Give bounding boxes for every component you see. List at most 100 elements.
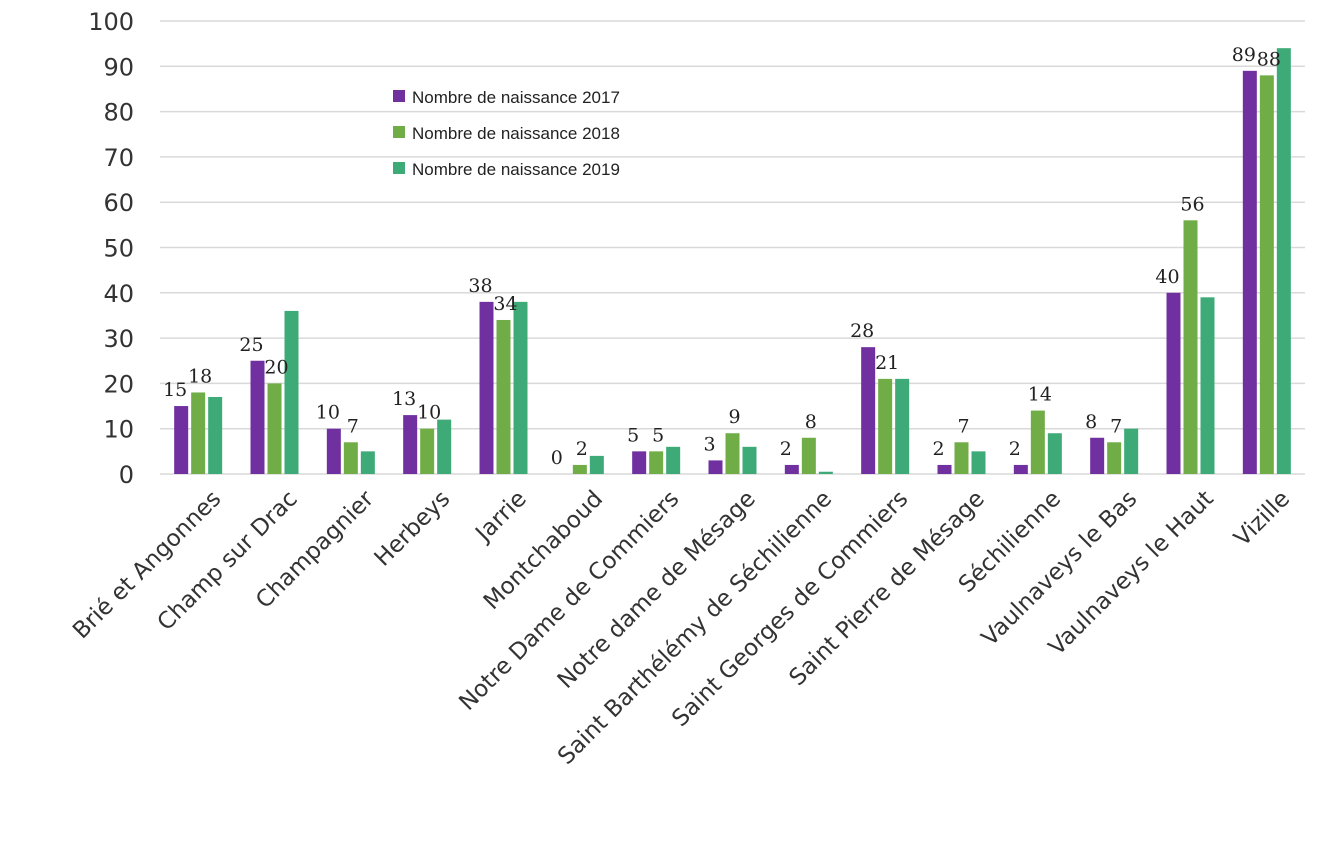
x-tick-label: Vizille — [1229, 486, 1295, 552]
data-label: 2 — [932, 438, 944, 460]
legend-swatch-2017 — [393, 90, 405, 102]
bar-1-12 — [1090, 437, 1105, 474]
legend-swatch-2019 — [393, 162, 405, 174]
legend-label-2019: Nombre de naissance 2019 — [412, 160, 620, 179]
data-label: 7 — [347, 415, 359, 437]
y-tick-label: 40 — [103, 280, 134, 308]
y-tick-label: 30 — [103, 325, 134, 353]
data-label: 8 — [805, 411, 817, 433]
bar-1-13 — [1166, 292, 1181, 474]
bar-3-14 — [1276, 48, 1291, 475]
bar-3-1 — [284, 310, 299, 474]
data-label: 10 — [417, 402, 441, 424]
y-tick-label: 60 — [103, 189, 134, 217]
bar-1-10 — [937, 464, 952, 474]
bar-2-4 — [496, 319, 511, 474]
data-label: 34 — [493, 293, 517, 315]
bar-2-12 — [1107, 442, 1122, 474]
data-label: 28 — [850, 320, 874, 342]
bar-2-2 — [343, 442, 358, 474]
bar-3-13 — [1200, 297, 1215, 474]
data-label: 40 — [1155, 266, 1179, 288]
bar-3-12 — [1124, 428, 1139, 474]
bar-2-3 — [420, 428, 435, 474]
x-tick-label: Jarrie — [470, 486, 532, 548]
bar-3-2 — [360, 451, 375, 474]
y-tick-label: 10 — [103, 416, 134, 444]
bar-3-8 — [818, 471, 833, 474]
data-label: 2 — [780, 438, 792, 460]
legend: Nombre de naissance 2017 Nombre de naiss… — [393, 88, 620, 179]
bar-2-6 — [649, 451, 664, 474]
x-tick-label: Herbeys — [370, 486, 456, 572]
bar-1-14 — [1242, 70, 1257, 474]
data-label: 14 — [1028, 384, 1052, 406]
bar-2-13 — [1183, 220, 1198, 474]
bar-1-3 — [403, 415, 418, 474]
bar-1-0 — [174, 406, 189, 474]
data-label: 2 — [1009, 438, 1021, 460]
bar-1-9 — [861, 347, 876, 474]
data-label: 5 — [652, 424, 664, 446]
bar-3-7 — [742, 446, 757, 474]
legend-label-2018: Nombre de naissance 2018 — [412, 124, 620, 143]
bar-1-2 — [326, 428, 341, 474]
bar-2-8 — [801, 437, 816, 474]
data-label: 9 — [728, 406, 740, 428]
y-tick-label: 100 — [88, 8, 134, 36]
bar-3-10 — [971, 451, 986, 474]
data-label: 8 — [1085, 411, 1097, 433]
data-label: 7 — [1110, 415, 1122, 437]
x-tick-label: Champ sur Drac — [153, 486, 303, 636]
bar-3-5 — [589, 455, 604, 474]
data-label: 38 — [468, 275, 492, 297]
data-label: 13 — [392, 388, 416, 410]
y-tick-label: 80 — [103, 99, 134, 127]
bar-2-7 — [725, 433, 740, 474]
bar-2-11 — [1030, 410, 1045, 474]
y-tick-label: 20 — [103, 370, 134, 398]
data-label: 7 — [957, 415, 969, 437]
data-label: 2 — [576, 438, 588, 460]
bars — [174, 48, 1291, 475]
bar-1-7 — [708, 460, 723, 474]
data-label: 0 — [551, 447, 563, 469]
gridlines — [160, 20, 1305, 475]
bar-1-11 — [1013, 464, 1028, 474]
data-label: 25 — [239, 334, 263, 356]
y-tick-label: 50 — [103, 235, 134, 263]
data-label: 56 — [1180, 193, 1204, 215]
y-tick-label: 90 — [103, 53, 134, 81]
legend-swatch-2018 — [393, 126, 405, 138]
bar-2-0 — [191, 392, 206, 474]
bar-1-1 — [250, 360, 265, 474]
data-label: 15 — [163, 379, 187, 401]
bar-3-0 — [208, 396, 223, 474]
data-label: 21 — [875, 352, 899, 374]
bar-2-9 — [878, 378, 893, 474]
y-axis-ticks: 0 10 20 30 40 50 60 70 80 90 100 — [88, 8, 134, 489]
x-tick-label: Saint Barthélémy de Séchilienne — [553, 486, 837, 770]
bar-3-11 — [1047, 433, 1062, 474]
data-label: 88 — [1257, 48, 1281, 70]
bar-2-14 — [1259, 75, 1274, 475]
data-label: 5 — [627, 424, 639, 446]
y-tick-label: 0 — [119, 461, 134, 489]
legend-label-2017: Nombre de naissance 2017 — [412, 88, 620, 107]
data-label: 18 — [188, 365, 212, 387]
bar-1-6 — [632, 451, 647, 474]
bar-1-4 — [479, 301, 494, 474]
y-tick-label: 70 — [103, 144, 134, 172]
x-tick-label: Brié et Angonnes — [68, 486, 226, 644]
bar-3-9 — [895, 378, 910, 474]
data-label: 20 — [264, 356, 288, 378]
bar-2-1 — [267, 383, 282, 474]
bar-2-5 — [572, 464, 587, 474]
bar-1-8 — [784, 464, 799, 474]
bar-3-6 — [666, 446, 681, 474]
data-label: 10 — [316, 402, 340, 424]
bar-3-4 — [513, 301, 528, 474]
